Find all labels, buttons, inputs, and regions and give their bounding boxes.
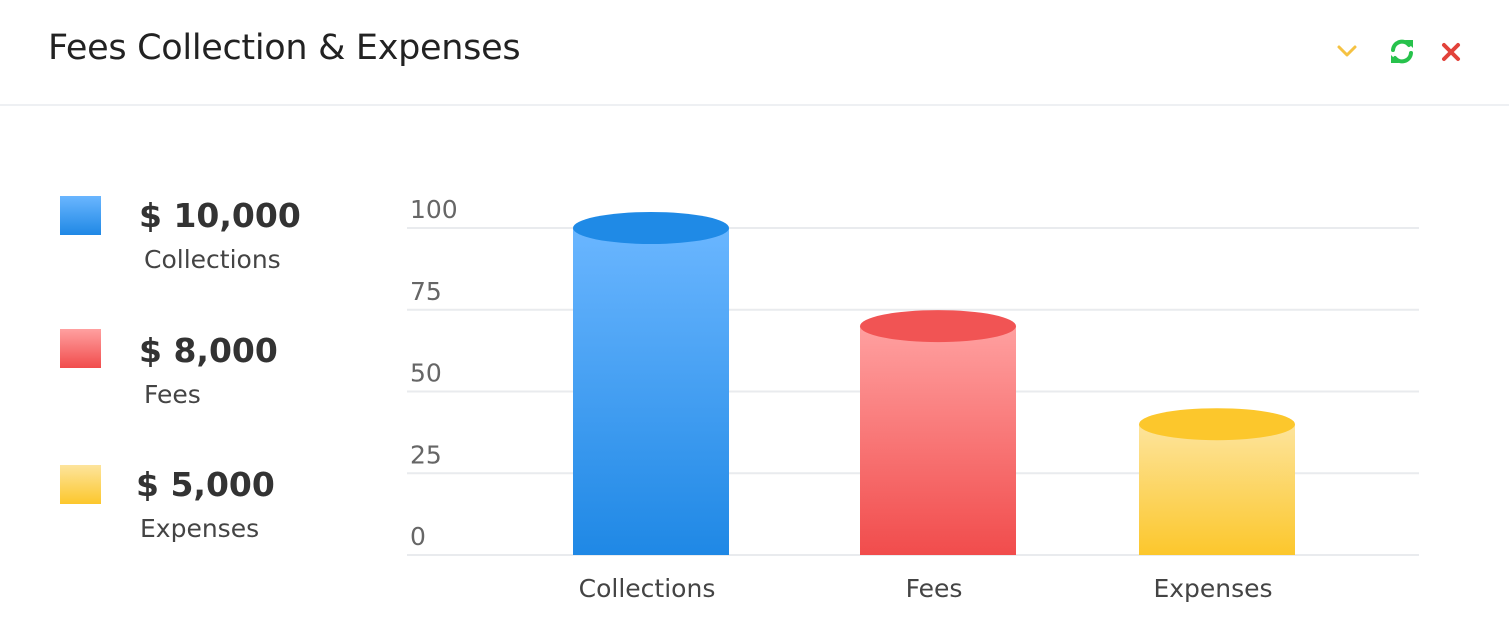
legend-swatch (60, 329, 101, 368)
chevron-down-icon[interactable] (1333, 35, 1361, 67)
legend-swatch (60, 196, 101, 235)
widget-title: Fees Collection & Expenses (48, 28, 521, 68)
widget-header: Fees Collection & Expenses (0, 0, 1509, 106)
x-tick-label: Expenses (1153, 574, 1272, 603)
bar-fees (860, 326, 1016, 555)
y-tick-label: 50 (410, 359, 442, 388)
close-icon[interactable] (1437, 35, 1465, 67)
x-tick-label: Fees (906, 574, 963, 603)
bar-collections (573, 228, 729, 555)
bar-expenses (1139, 424, 1295, 555)
legend-label: Fees (144, 380, 201, 409)
legend-value: $ 5,000 (136, 465, 275, 504)
y-tick-label: 100 (410, 195, 458, 224)
legend-value: $ 10,000 (139, 196, 301, 235)
legend-label: Collections (144, 245, 281, 274)
legend-label: Expenses (140, 514, 260, 543)
y-tick-label: 75 (410, 277, 442, 306)
y-tick-label: 25 (410, 440, 442, 469)
y-tick-label: 0 (410, 522, 426, 551)
bar-top-collections (573, 212, 729, 244)
x-tick-label: Collections (579, 574, 716, 603)
refresh-icon[interactable] (1388, 35, 1416, 67)
bar-top-fees (860, 310, 1016, 343)
legend-swatch (60, 465, 101, 504)
legend-value: $ 8,000 (139, 331, 278, 370)
bar-top-expenses (1139, 408, 1295, 441)
